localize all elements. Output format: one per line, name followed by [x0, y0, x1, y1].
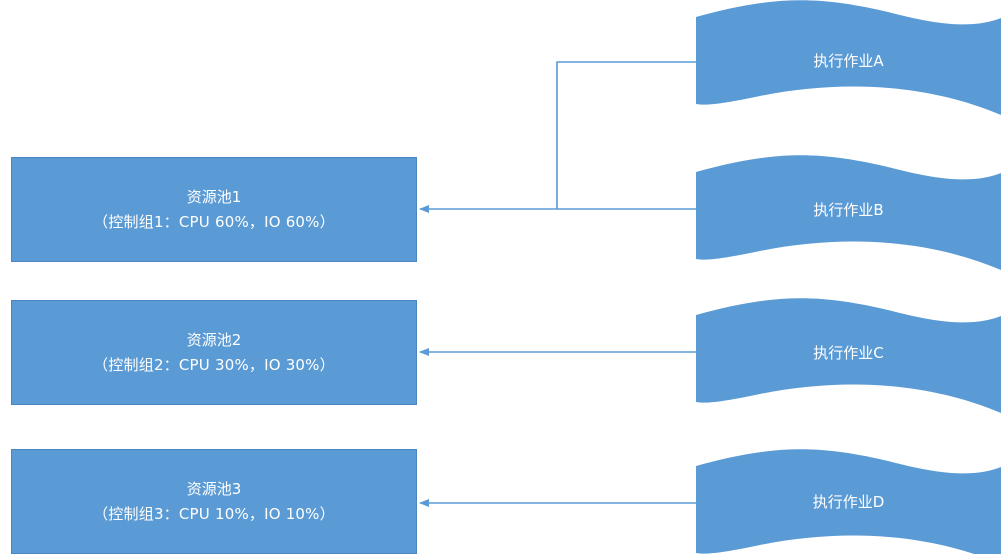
pool-subtitle: （控制组2：CPU 30%，IO 30%）: [93, 355, 335, 374]
pool-title: 资源池2: [186, 330, 242, 349]
job-shape-d: [696, 449, 1001, 554]
connector-job-a-to-pool-1: [556, 61, 696, 209]
resource-pool-3: 资源池3 （控制组3：CPU 10%，IO 10%）: [11, 449, 417, 554]
job-shape-b: [696, 155, 1001, 270]
job-label-b: 执行作业B: [813, 201, 884, 219]
job-label-d: 执行作业D: [812, 493, 885, 511]
job-shape-c: [696, 298, 1001, 413]
pool-title: 资源池3: [186, 479, 242, 498]
job-label-c: 执行作业C: [813, 344, 884, 362]
pool-subtitle: （控制组3：CPU 10%，IO 10%）: [93, 504, 335, 523]
job-label-a: 执行作业A: [813, 52, 884, 70]
job-shape-a: [696, 0, 1001, 115]
pool-subtitle: （控制组1：CPU 60%，IO 60%）: [93, 212, 335, 231]
resource-pool-2: 资源池2 （控制组2：CPU 30%，IO 30%）: [11, 300, 417, 405]
pool-title: 资源池1: [186, 187, 242, 206]
resource-pool-1: 资源池1 （控制组1：CPU 60%，IO 60%）: [11, 157, 417, 262]
